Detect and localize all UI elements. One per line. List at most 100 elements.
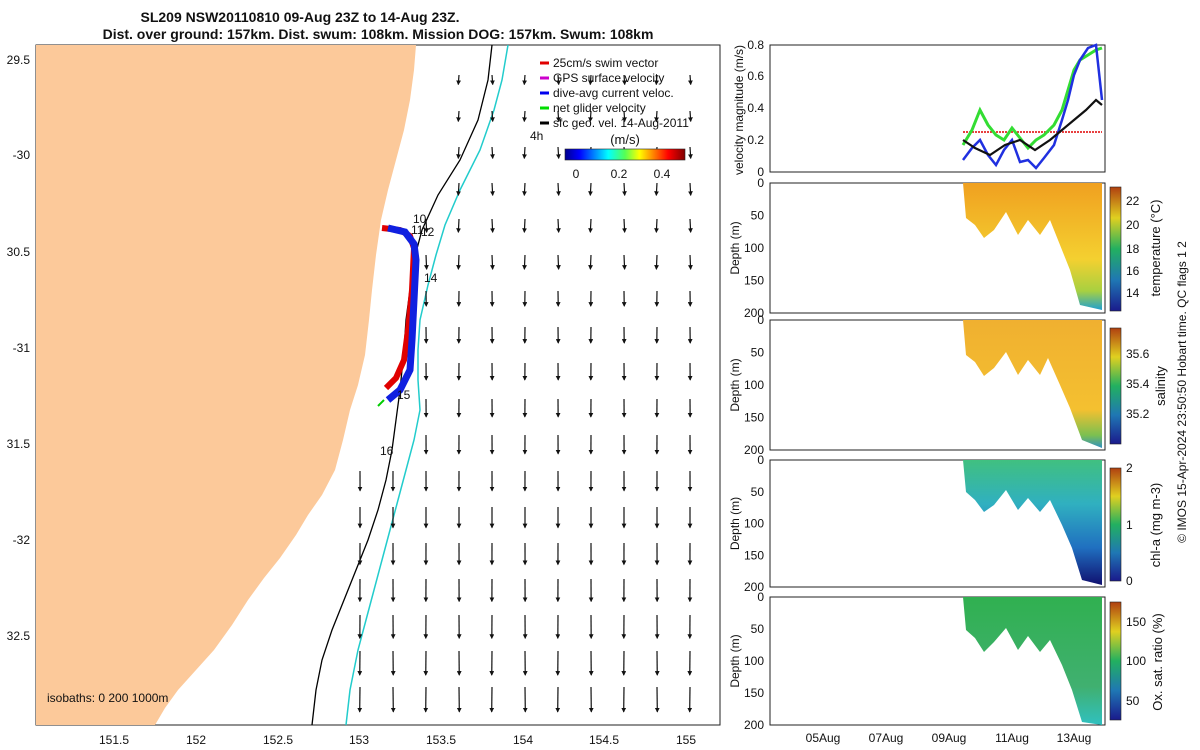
glider-track-net xyxy=(377,399,385,407)
sal-cb-tick: 35.6 xyxy=(1126,347,1150,361)
figure-title: SL209 NSW20110810 09-Aug 23Z to 14-Aug 2… xyxy=(140,9,459,25)
map-y-axis: 29.5 -30 30.5 -31 31.5 -32 32.5 xyxy=(7,53,31,643)
velocity-arrow xyxy=(622,74,627,86)
time-tick: 11Aug xyxy=(995,731,1029,745)
depth-tick: 150 xyxy=(744,686,764,700)
velocity-arrow xyxy=(490,146,495,160)
temp-cb-tick: 20 xyxy=(1126,218,1140,232)
chla-cb-tick: 0 xyxy=(1126,574,1133,588)
temperature-colorbar xyxy=(1109,186,1122,312)
velocity-arrow xyxy=(622,182,627,197)
track-label-11: 11 xyxy=(411,223,424,237)
speed-colorbar xyxy=(564,148,686,161)
velocity-arrow xyxy=(556,110,561,123)
legend-label-geo: sfc geo. vel. 14-Aug-2011 xyxy=(553,116,689,130)
sal-cb-tick: 35.4 xyxy=(1126,377,1150,391)
time-tick: 07Aug xyxy=(869,731,904,745)
lon-tick: 155 xyxy=(676,733,696,747)
lat-tick: 29.5 xyxy=(7,53,31,67)
temp-cb-tick: 16 xyxy=(1126,264,1140,278)
oxygen-colorbar xyxy=(1109,601,1122,721)
time-tick: 13Aug xyxy=(1057,731,1092,745)
map-panel: 10 11 12 14 15 16 4h 25cm/s swim vector … xyxy=(7,44,721,747)
lon-tick: 154.5 xyxy=(589,733,619,747)
depth-ylabel: Depth (m) xyxy=(728,358,742,411)
time-tick: 09Aug xyxy=(932,731,967,745)
lon-tick: 154 xyxy=(513,733,533,747)
legend-label-current: dive-avg current veloc. xyxy=(553,86,674,100)
velocity-arrow xyxy=(688,146,693,160)
velocity-arrow xyxy=(522,182,527,197)
depth-tick: 200 xyxy=(744,306,764,320)
depth-tick: 50 xyxy=(751,209,765,223)
depth-tick: 150 xyxy=(744,548,764,562)
lat-tick: -30 xyxy=(13,148,31,162)
depth-ylabel: Depth (m) xyxy=(728,221,742,274)
velocity-arrow xyxy=(654,218,659,233)
lon-tick: 153.5 xyxy=(426,733,456,747)
lat-tick: 30.5 xyxy=(7,245,31,259)
lon-tick: 152.5 xyxy=(263,733,293,747)
chla-panel: 2 1 0 chl-a (mg m-3) xyxy=(769,459,1163,588)
chla-colorbar xyxy=(1109,467,1122,582)
isobath-1000 xyxy=(345,44,509,726)
salinity-section-fill xyxy=(963,320,1102,448)
velocity-arrow xyxy=(588,218,593,233)
land-mass xyxy=(36,45,416,725)
copyright-note: © IMOS 15-Apr-2024 23:50:50 Hobart time.… xyxy=(1175,241,1189,543)
lat-tick: 32.5 xyxy=(7,629,31,643)
depth-tick: 100 xyxy=(744,241,764,255)
oxygen-panel: 150 100 50 Ox. sat. ratio (%) xyxy=(769,596,1165,726)
time-tick: 05Aug xyxy=(806,731,841,745)
velocity-arrow xyxy=(556,182,561,197)
vel-ytick: 0.4 xyxy=(747,101,764,115)
depth-tick: 200 xyxy=(744,443,764,457)
depth-tick: 0 xyxy=(757,313,764,327)
ox-cb-tick: 100 xyxy=(1126,654,1146,668)
depth-tick: 50 xyxy=(751,622,765,636)
velocity-arrow xyxy=(622,110,627,123)
velocity-arrow xyxy=(490,110,495,123)
velocity-arrow xyxy=(456,182,461,197)
velocity-ylabel: velocity magnitude (m/s) xyxy=(732,45,746,175)
vel-ytick: 0.2 xyxy=(747,133,764,147)
vel-ytick: 0 xyxy=(757,165,764,179)
legend-label-swim: 25cm/s swim vector xyxy=(553,56,658,70)
velocity-arrow xyxy=(456,254,461,270)
depth-tick: 0 xyxy=(757,453,764,467)
lat-tick: 31.5 xyxy=(7,437,31,451)
depth-tick: 150 xyxy=(744,411,764,425)
depth-tick: 100 xyxy=(744,378,764,392)
velocity-arrow xyxy=(490,182,495,197)
velocity-arrow xyxy=(556,254,561,270)
salinity-colorbar xyxy=(1109,327,1122,445)
depth-tick: 0 xyxy=(757,176,764,190)
depth-tick: 50 xyxy=(751,485,765,499)
velocity-arrow xyxy=(456,110,461,123)
velocity-arrow xyxy=(688,254,693,270)
vel-ytick: 0.8 xyxy=(747,38,764,52)
velocity-arrow xyxy=(456,146,461,160)
velocity-arrow xyxy=(588,254,593,270)
velocity-arrow xyxy=(456,74,461,86)
ox-cb-tick: 50 xyxy=(1126,694,1140,708)
velocity-arrow xyxy=(688,110,693,123)
depth-tick: 100 xyxy=(744,654,764,668)
velocity-arrow xyxy=(522,110,527,123)
velocity-arrow xyxy=(654,182,659,197)
sal-cb-tick: 35.2 xyxy=(1126,407,1150,421)
depth-tick: 200 xyxy=(744,580,764,594)
glider-track-current xyxy=(385,224,420,403)
velocity-arrow xyxy=(588,110,593,123)
vel-ytick: 0.6 xyxy=(747,69,764,83)
velocity-arrow xyxy=(456,218,461,233)
lon-tick: 152 xyxy=(186,733,206,747)
velocity-arrow xyxy=(588,182,593,197)
velocity-arrow xyxy=(654,254,659,270)
depth-tick: 0 xyxy=(757,590,764,604)
track-label-12: 12 xyxy=(421,225,435,239)
depth-ylabel: Depth (m) xyxy=(728,497,742,550)
speed-colorbar-unit: (m/s) xyxy=(610,132,640,147)
velocity-arrow-field xyxy=(357,74,693,713)
